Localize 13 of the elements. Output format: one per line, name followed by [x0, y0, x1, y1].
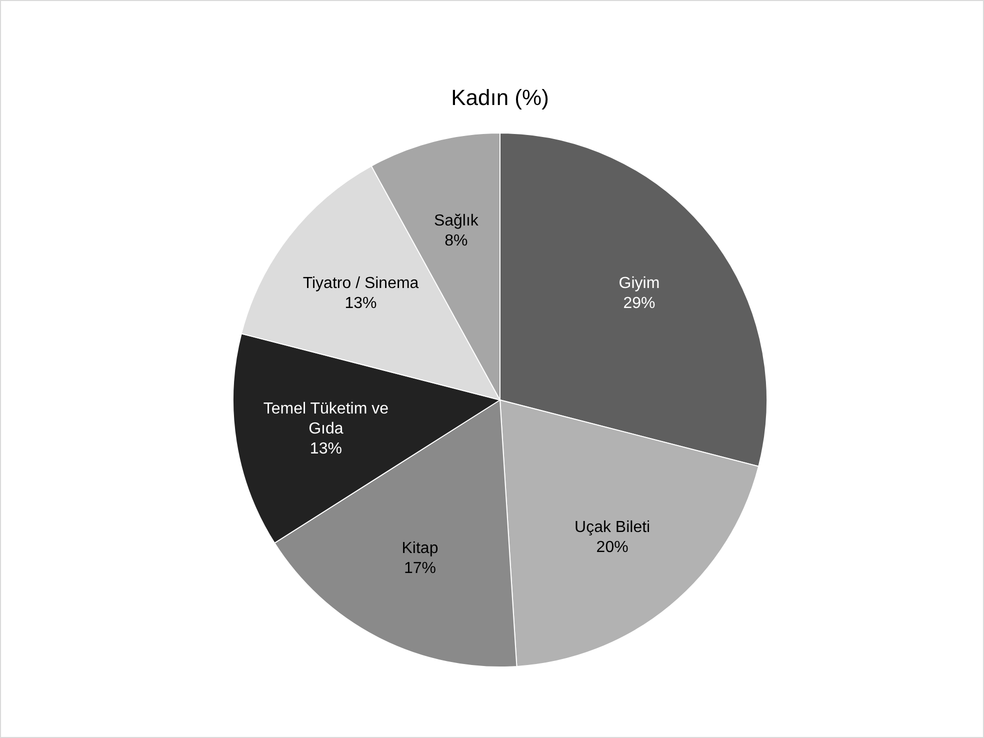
slice-label: Giyim	[618, 274, 660, 292]
slice-label: Tiyatro / Sinema	[302, 274, 419, 292]
slice-label: Temel Tüketim ve Gıda	[263, 400, 389, 438]
data-label: 8%	[444, 232, 468, 250]
slice-label: Kitap	[402, 540, 438, 558]
data-label: 13%	[344, 294, 377, 312]
data-label: 13%	[310, 440, 342, 458]
data-label: 29%	[623, 294, 656, 312]
data-label: 17%	[404, 560, 436, 578]
chart-title: Kadın (%)	[451, 85, 549, 110]
slice-label: Uçak Bileti	[574, 518, 650, 536]
data-label: 20%	[596, 538, 628, 556]
slice-label: Sağlık	[434, 212, 480, 230]
